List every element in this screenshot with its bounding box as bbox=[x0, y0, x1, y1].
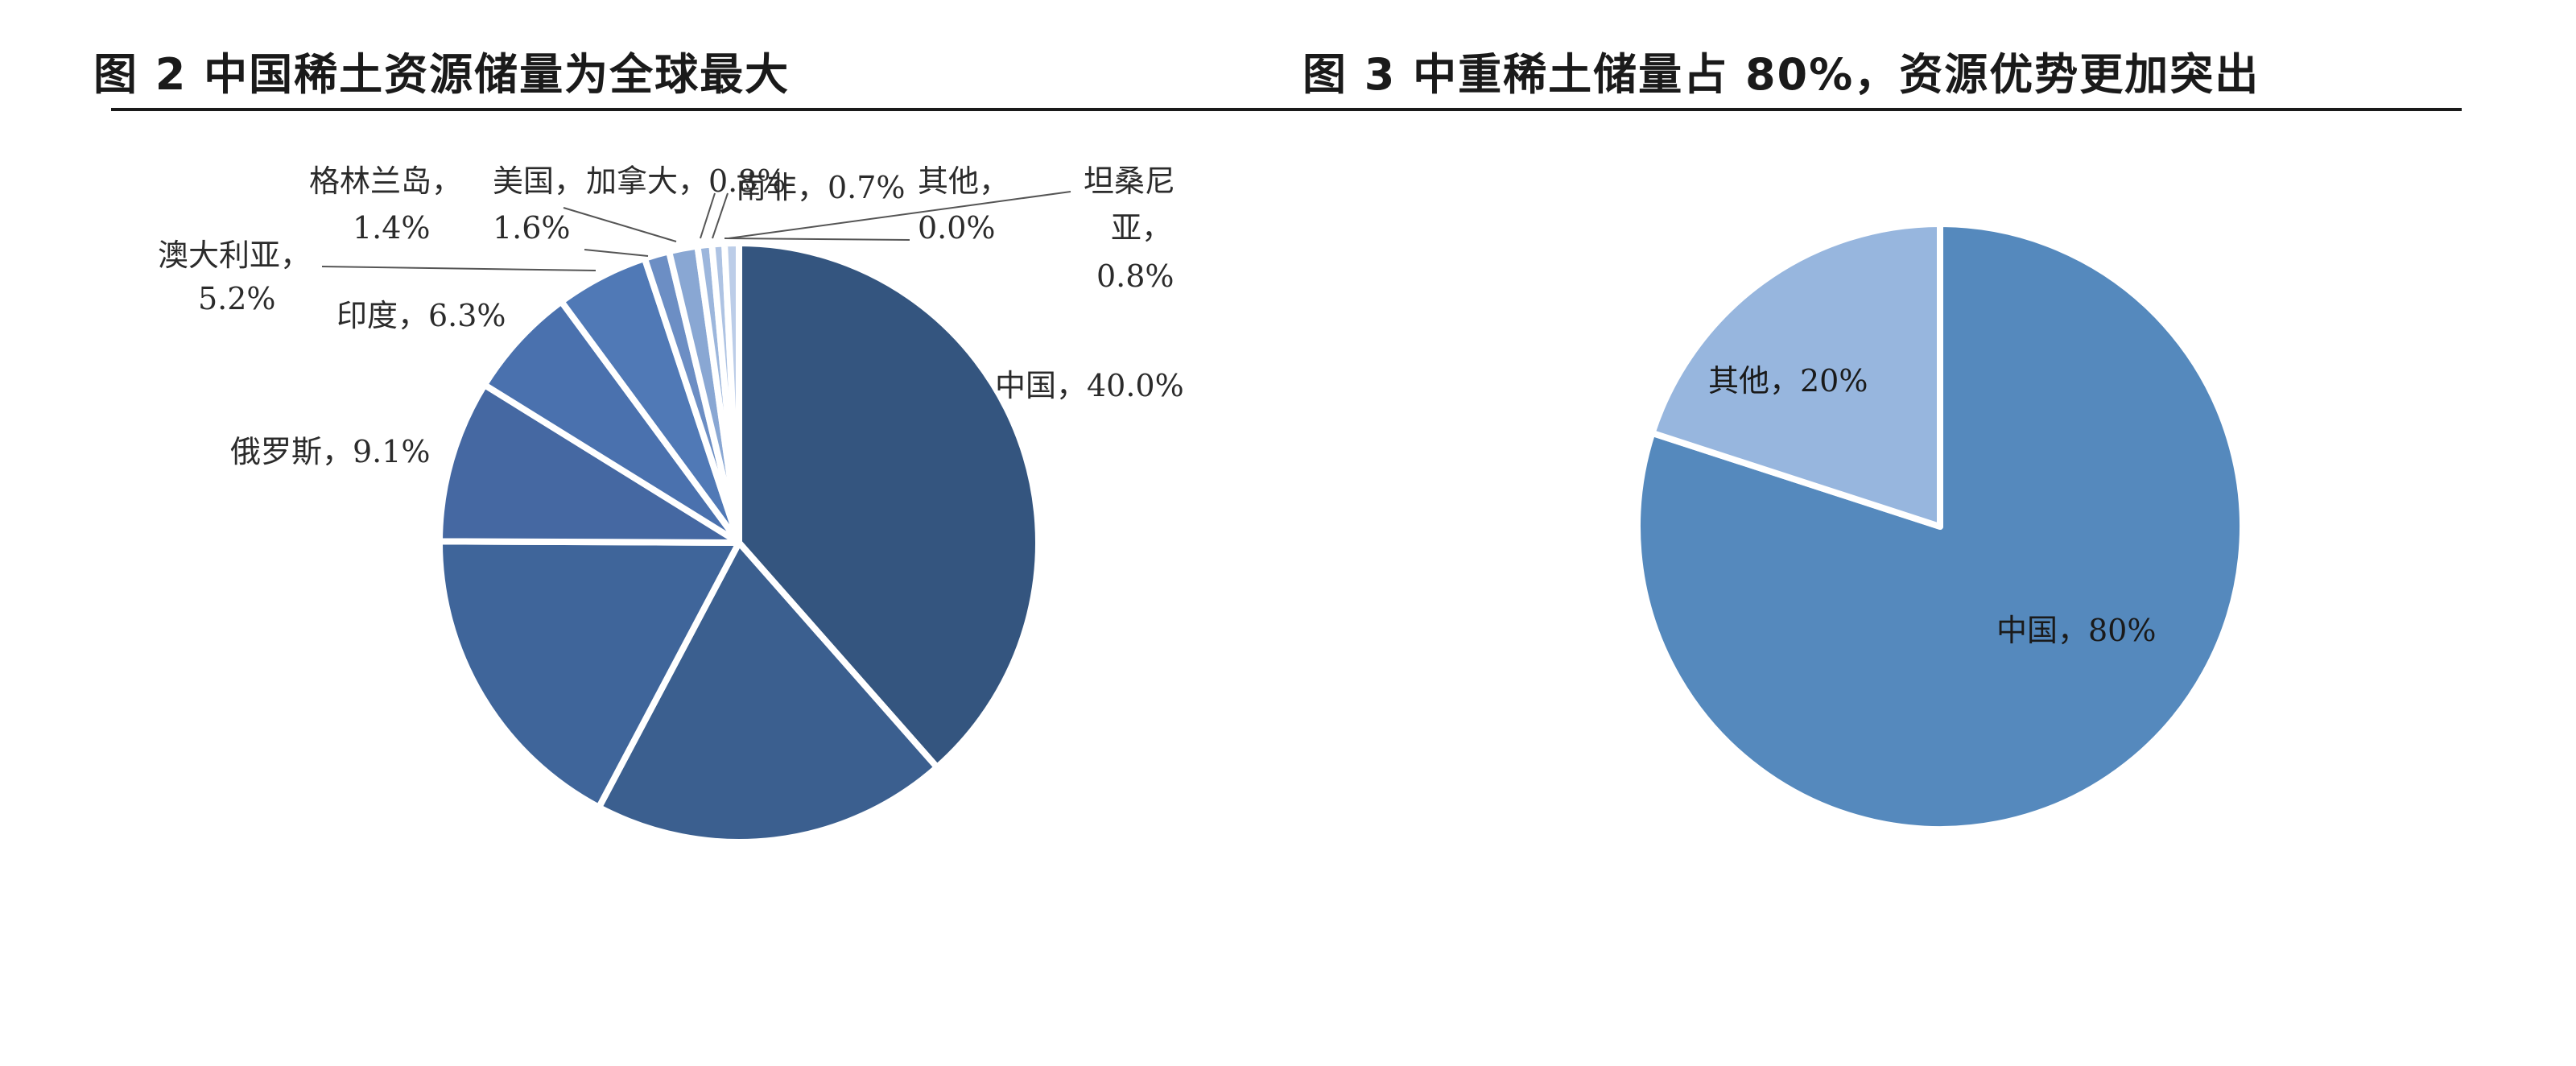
slice-label-usa-value: 1.6% bbox=[493, 210, 571, 246]
slice-label-tanzania-2: 亚， bbox=[1111, 210, 1172, 246]
slice-label-greenland-name: 格林兰岛， bbox=[309, 163, 462, 199]
figure-3-title: 图 3 中重稀土储量占 80%，资源优势更加突出 bbox=[1302, 49, 2260, 100]
pie-left-slice-0 bbox=[736, 240, 1042, 771]
pie-right-slice-1 bbox=[1649, 221, 1943, 530]
slice-label-right-other: 其他，20% bbox=[1708, 363, 1868, 399]
leader-line-greenland bbox=[584, 249, 649, 257]
right-pie-labels: 中国，80% 其他，20% bbox=[1708, 363, 2156, 648]
slice-label-tanzania-3: 0.8% bbox=[1096, 258, 1174, 294]
slice-label-canada: 加拿大，0.8% bbox=[586, 163, 786, 199]
leader-line-australia bbox=[321, 266, 597, 271]
slice-label-australia-name: 澳大利亚， bbox=[158, 238, 311, 273]
slice-label-other-value: 0.0% bbox=[918, 210, 996, 246]
pie-left-slice-3 bbox=[436, 382, 742, 546]
leader-line-south-africa bbox=[712, 192, 729, 239]
slice-label-india: 印度，6.3% bbox=[336, 298, 506, 333]
left-pie-labels: 中国，40.0% 俄罗斯，9.1% 印度，6.3% 澳大利亚， 5.2% 格林兰… bbox=[158, 163, 1184, 469]
slice-label-russia: 俄罗斯，9.1% bbox=[230, 434, 431, 469]
slice-label-australia-value: 5.2% bbox=[198, 281, 276, 316]
slice-label-right-china: 中国，80% bbox=[1996, 613, 2156, 648]
leader-line-other bbox=[724, 238, 910, 241]
pie-chart-right bbox=[1634, 221, 2246, 833]
slice-label-usa-name: 美国， bbox=[493, 163, 584, 199]
slice-label-china: 中国，40.0% bbox=[995, 368, 1184, 403]
pie-left-slice-10 bbox=[721, 240, 742, 546]
header-rule bbox=[111, 108, 2462, 111]
slice-label-south-africa: 南非，0.7% bbox=[736, 170, 906, 205]
slice-label-other-name: 其他， bbox=[918, 163, 1009, 199]
leader-line-canada bbox=[700, 192, 716, 239]
slice-label-tanzania-1: 坦桑尼 bbox=[1084, 163, 1175, 199]
leader-line-tanzania bbox=[728, 191, 1071, 239]
figure-2-title: 图 2 中国稀土资源储量为全球最大 bbox=[93, 49, 791, 100]
pie-left-slice-2 bbox=[436, 538, 742, 811]
pie-left-slice-1 bbox=[595, 539, 941, 845]
leader-lines bbox=[321, 191, 1071, 271]
pie-chart-left bbox=[436, 240, 1042, 845]
leader-line-usa bbox=[563, 207, 677, 242]
slice-label-greenland-value: 1.4% bbox=[353, 210, 431, 246]
